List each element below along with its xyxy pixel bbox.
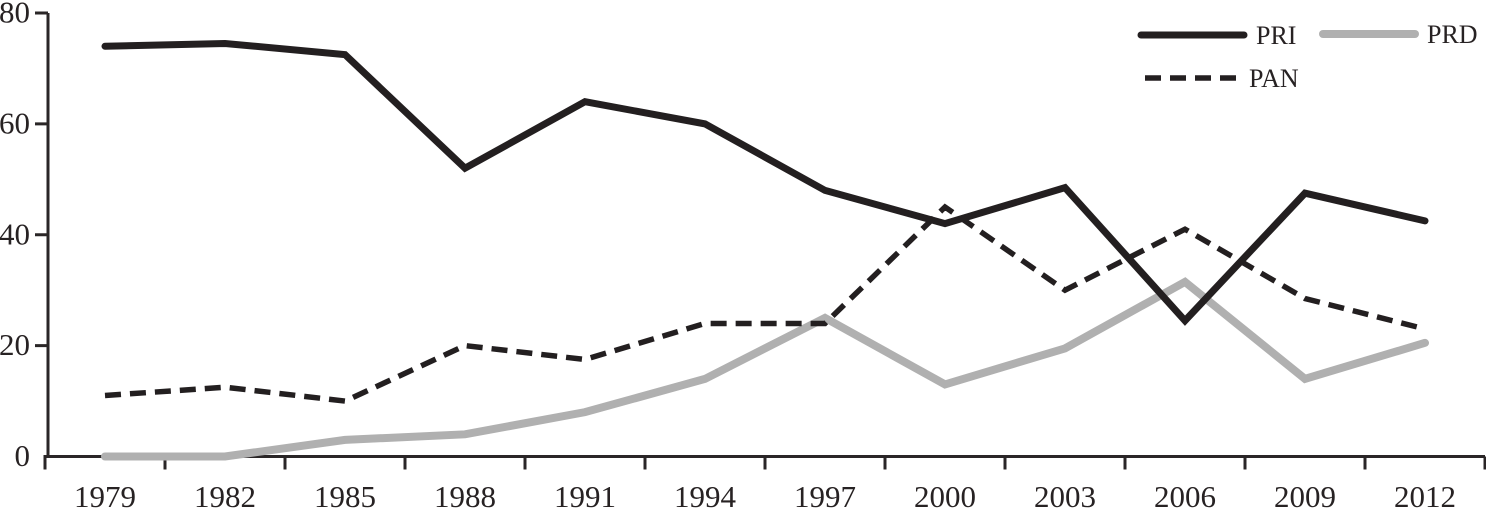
x-tick-label: 1988 [434, 479, 496, 509]
x-tick-label: 1991 [554, 479, 616, 509]
x-tick-label: 1997 [794, 479, 856, 509]
x-tick-label: 1982 [194, 479, 256, 509]
x-tick-label: 2009 [1274, 479, 1336, 509]
x-tick-label: 2003 [1034, 479, 1096, 509]
legend-label-prd: PRD [1427, 20, 1478, 49]
x-tick-label: 2012 [1394, 479, 1456, 509]
x-tick-label: 1994 [674, 479, 737, 509]
legend-label-pan: PAN [1249, 64, 1299, 93]
x-tick-label: 1979 [74, 479, 136, 509]
series-line-pri [101, 39, 1429, 326]
y-tick-label: 40 [0, 216, 30, 251]
x-tick-label: 1985 [314, 479, 376, 509]
x-tick-label: 2000 [914, 479, 976, 509]
y-tick-label: 20 [0, 327, 30, 362]
series-line-prd [101, 277, 1429, 461]
y-tick-label: 0 [15, 438, 31, 473]
x-tick-label: 2006 [1154, 479, 1216, 509]
legend-label-pri: PRI [1256, 21, 1296, 50]
y-tick-label: 60 [0, 105, 30, 140]
series-line-pan [104, 203, 1426, 404]
y-tick-label: 80 [0, 0, 30, 30]
